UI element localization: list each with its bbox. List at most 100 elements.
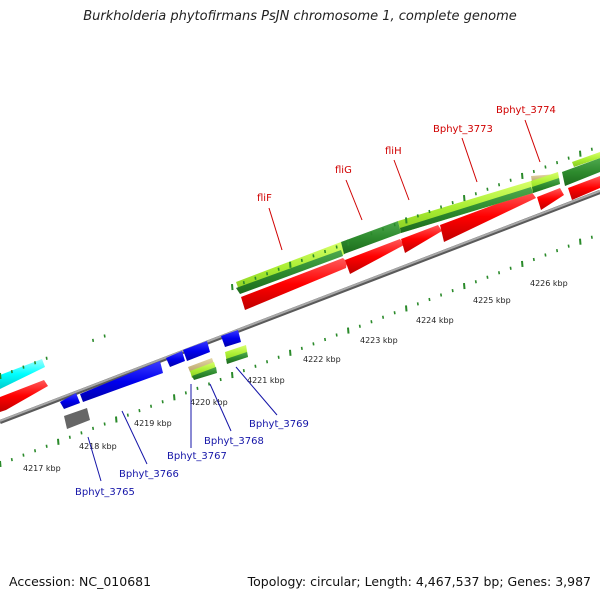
- cds-dark-green-3767[interactable]: [192, 367, 217, 380]
- minor-tick: [440, 293, 443, 297]
- forward-gene-arrow-flig[interactable]: [345, 239, 404, 274]
- label-bphyt-3773[interactable]: Bphyt_3773: [433, 124, 493, 135]
- reverse-gene-arrow-3768[interactable]: [183, 341, 210, 361]
- minor-tick: [486, 275, 489, 279]
- minor-tick: [567, 244, 570, 248]
- label-bphyt-3774[interactable]: Bphyt_3774: [496, 105, 556, 116]
- minor-tick: [80, 431, 83, 435]
- chromosome-backbone: [0, 190, 600, 424]
- scale-label: 4218 kbp: [79, 442, 117, 451]
- minor-tick: [312, 342, 315, 346]
- major-tick: [115, 416, 118, 423]
- cds-dark-green-flih[interactable]: [400, 187, 533, 233]
- reverse-gene-track: [60, 330, 241, 409]
- scale-label: 4220 kbp: [190, 398, 228, 407]
- callout-flig: [345, 179, 363, 221]
- forward-gene-arrow-3773[interactable]: [440, 191, 536, 242]
- minor-tick: [266, 272, 269, 276]
- reverse-gene-arrow-3765[interactable]: [60, 393, 80, 409]
- minor-tick: [428, 209, 431, 214]
- forward-gene-arrow-flih[interactable]: [401, 225, 442, 253]
- minor-tick: [68, 435, 71, 439]
- cds-dark-green-flig[interactable]: [341, 221, 401, 254]
- major-tick: [463, 195, 466, 202]
- map-title: Burkholderia phytofirmans PsJN chromosom…: [83, 9, 517, 24]
- major-tick: [347, 327, 350, 334]
- minor-tick: [428, 297, 431, 302]
- forward-gene-arrow-3774[interactable]: [537, 188, 564, 210]
- minor-tick: [370, 320, 373, 324]
- cyan-feature[interactable]: [0, 359, 45, 389]
- cds-dark-green-3774[interactable]: [532, 178, 560, 193]
- major-tick: [0, 372, 2, 380]
- major-tick: [289, 349, 292, 356]
- forward-gene-arrow[interactable]: [568, 176, 600, 200]
- minor-tick: [590, 235, 593, 239]
- minor-tick: [324, 337, 327, 342]
- major-tick: [289, 261, 292, 268]
- callout-3768: [209, 383, 232, 432]
- forward-gene-arrow[interactable]: [0, 380, 48, 412]
- minor-tick: [370, 232, 373, 236]
- label-flif[interactable]: fliF: [257, 193, 272, 204]
- major-tick: [521, 172, 524, 179]
- minor-tick: [45, 356, 48, 360]
- cds-dark-green-3769[interactable]: [226, 352, 248, 364]
- scale-label: 4222 kbp: [303, 355, 341, 364]
- minor-tick: [440, 205, 443, 209]
- reverse-gene-labels: [87, 366, 278, 482]
- scale-label: 4219 kbp: [134, 419, 172, 428]
- major-tick: [231, 372, 234, 379]
- major-tick: [231, 284, 234, 291]
- cds-dark-green[interactable]: [562, 158, 600, 186]
- forward-gene-arrow-flif[interactable]: [241, 258, 347, 310]
- label-bphyt-3769[interactable]: Bphyt_3769: [249, 419, 309, 430]
- minor-tick: [474, 280, 477, 284]
- minor-tick: [532, 169, 535, 174]
- minor-tick: [34, 449, 37, 453]
- tan-feature-3767[interactable]: [188, 358, 214, 372]
- minor-tick: [393, 223, 396, 227]
- scale-label: 4223 kbp: [360, 336, 398, 345]
- minor-tick: [161, 400, 164, 404]
- scale-labels: 4217 kbp 4218 kbp 4219 kbp 4220 kbp 4221 kbp…: [23, 279, 568, 473]
- cds-light-green-3767[interactable]: [190, 362, 216, 378]
- minor-tick: [393, 311, 396, 315]
- label-bphyt-3765[interactable]: Bphyt_3765: [75, 487, 135, 498]
- label-bphyt-3766[interactable]: Bphyt_3766: [119, 469, 179, 480]
- minor-tick: [486, 187, 489, 191]
- minor-tick: [312, 254, 315, 258]
- minor-tick: [277, 355, 280, 359]
- minor-tick: [556, 160, 559, 165]
- cds-dark-green-flif[interactable]: [236, 250, 343, 294]
- label-flih[interactable]: fliH: [385, 146, 402, 157]
- grey-feature[interactable]: [64, 408, 90, 429]
- reverse-gene-arrow-3766[interactable]: [80, 361, 163, 402]
- minor-tick: [34, 361, 37, 365]
- major-tick: [347, 239, 350, 246]
- major-tick: [405, 217, 408, 224]
- scale-tick-row: [0, 235, 593, 468]
- forward-gene-labels: [268, 119, 541, 251]
- scale-label: 4221 kbp: [247, 376, 285, 385]
- label-bphyt-3768[interactable]: Bphyt_3768: [204, 436, 264, 447]
- callout-3766: [121, 410, 148, 465]
- scale-label: 4225 kbp: [473, 296, 511, 305]
- cds-light-green[interactable]: [572, 152, 600, 167]
- minor-tick: [138, 408, 141, 413]
- label-flig[interactable]: fliG: [335, 165, 352, 176]
- minor-tick: [126, 413, 129, 417]
- minor-tick: [544, 165, 547, 169]
- label-bphyt-3767[interactable]: Bphyt_3767: [167, 451, 227, 462]
- minor-tick: [92, 338, 95, 343]
- minor-tick: [277, 267, 280, 271]
- major-tick: [463, 283, 466, 290]
- reverse-gene-arrow-3767[interactable]: [166, 351, 185, 367]
- reverse-gene-arrow-3769[interactable]: [221, 330, 241, 347]
- minor-tick: [382, 227, 385, 231]
- major-tick: [173, 394, 176, 401]
- minor-tick: [324, 249, 327, 254]
- minor-tick: [358, 324, 361, 328]
- minor-tick: [242, 368, 245, 373]
